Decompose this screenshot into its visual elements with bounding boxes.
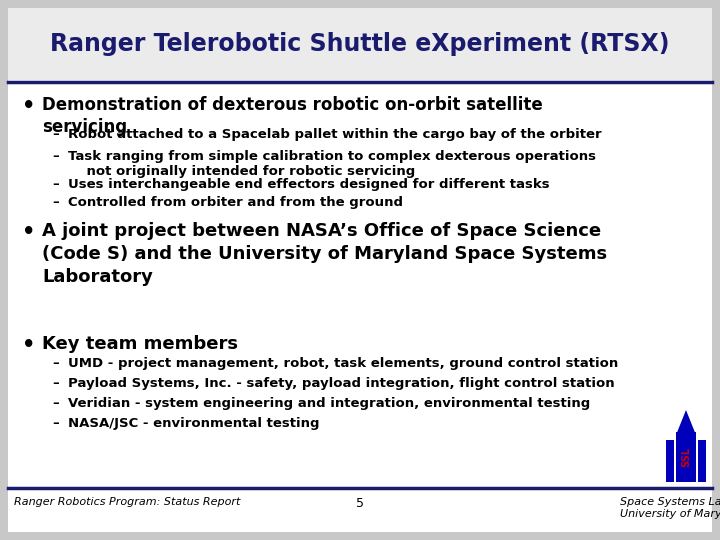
Bar <box>8 8 712 80</box>
Text: Space Systems Laboratory
University of Maryland: Space Systems Laboratory University of M… <box>620 497 720 519</box>
Text: –: – <box>52 128 59 141</box>
Text: Key team members: Key team members <box>42 335 238 353</box>
Text: SSL: SSL <box>681 447 691 467</box>
Text: Ranger Robotics Program: Status Report: Ranger Robotics Program: Status Report <box>14 497 240 507</box>
Text: NASA/JSC - environmental testing: NASA/JSC - environmental testing <box>68 417 320 430</box>
Bar <box>698 440 706 482</box>
Text: Task ranging from simple calibration to complex dexterous operations
    not ori: Task ranging from simple calibration to … <box>68 150 596 179</box>
Text: Uses interchangeable end effectors designed for different tasks: Uses interchangeable end effectors desig… <box>68 178 549 191</box>
Text: Veridian - system engineering and integration, environmental testing: Veridian - system engineering and integr… <box>68 397 590 410</box>
Text: Ranger Telerobotic Shuttle eXperiment (RTSX): Ranger Telerobotic Shuttle eXperiment (R… <box>50 32 670 56</box>
Text: –: – <box>52 397 59 410</box>
Polygon shape <box>676 410 696 435</box>
Text: A joint project between NASA’s Office of Space Science
(Code S) and the Universi: A joint project between NASA’s Office of… <box>42 222 607 286</box>
Text: •: • <box>22 96 35 116</box>
Text: –: – <box>52 417 59 430</box>
Text: •: • <box>22 222 35 242</box>
Text: Demonstration of dexterous robotic on-orbit satellite
servicing: Demonstration of dexterous robotic on-or… <box>42 96 543 136</box>
Text: UMD - project management, robot, task elements, ground control station: UMD - project management, robot, task el… <box>68 357 618 370</box>
Bar <box>666 440 674 482</box>
Text: 5: 5 <box>356 497 364 510</box>
Text: Controlled from orbiter and from the ground: Controlled from orbiter and from the gro… <box>68 196 403 209</box>
Text: Robot attached to a Spacelab pallet within the cargo bay of the orbiter: Robot attached to a Spacelab pallet with… <box>68 128 602 141</box>
Text: Payload Systems, Inc. - safety, payload integration, flight control station: Payload Systems, Inc. - safety, payload … <box>68 377 615 390</box>
Text: –: – <box>52 377 59 390</box>
Text: –: – <box>52 178 59 191</box>
Text: •: • <box>22 335 35 355</box>
Bar <box>676 432 696 482</box>
Text: –: – <box>52 357 59 370</box>
Text: –: – <box>52 196 59 209</box>
Text: –: – <box>52 150 59 163</box>
